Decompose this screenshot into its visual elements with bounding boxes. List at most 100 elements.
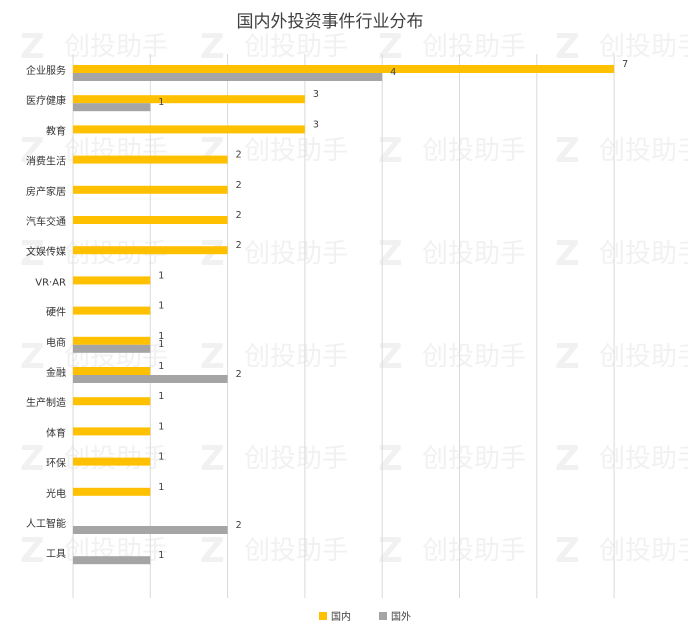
watermark-text: 创投助手 xyxy=(422,536,526,566)
watermark-text: 创投助手 xyxy=(422,239,526,269)
bar-domestic xyxy=(73,185,228,194)
bar-domestic xyxy=(73,246,228,255)
watermark-logo: Z xyxy=(20,439,45,479)
data-label: 1 xyxy=(158,361,164,372)
bar-domestic xyxy=(73,367,151,375)
watermark-logo: Z xyxy=(20,131,45,171)
legend-swatch-foreign xyxy=(379,612,387,620)
bar-domestic xyxy=(73,487,151,496)
watermark-logo: Z xyxy=(378,131,403,171)
watermark-logo: Z xyxy=(378,27,403,67)
bar-foreign xyxy=(73,556,151,565)
watermark-logo: Z xyxy=(555,531,580,571)
watermark-text: 创投助手 xyxy=(599,536,688,566)
watermark-logo: Z xyxy=(555,131,580,171)
chart-title: 国内外投资事件行业分布 xyxy=(237,12,424,32)
bar-domestic xyxy=(73,306,151,315)
data-label: 1 xyxy=(158,301,164,312)
bar-domestic xyxy=(73,155,228,164)
watermark-text: 创投助手 xyxy=(599,32,688,62)
data-label: 1 xyxy=(158,270,164,281)
watermark-text: 创投助手 xyxy=(422,444,526,474)
bar-domestic xyxy=(73,65,615,73)
bar-foreign xyxy=(73,103,151,112)
watermark-logo: Z xyxy=(20,337,45,377)
watermark-logo: Z xyxy=(200,531,225,571)
legend-label-foreign: 国外 xyxy=(391,611,411,623)
watermark-text: 创投助手 xyxy=(422,136,526,166)
watermark-text: 创投助手 xyxy=(244,32,348,62)
watermark-logo: Z xyxy=(20,531,45,571)
category-label: 体育 xyxy=(46,426,66,439)
category-label: VR·AR xyxy=(35,277,66,288)
watermark-logo: Z xyxy=(200,27,225,67)
category-label: 医疗健康 xyxy=(26,94,66,107)
watermark-logo: Z xyxy=(20,27,45,67)
category-label: 工具 xyxy=(46,548,66,560)
category-label: 文娱传媒 xyxy=(26,245,66,258)
legend-swatch-domestic xyxy=(319,612,327,620)
category-label: 硬件 xyxy=(46,307,66,319)
watermark-text: 创投助手 xyxy=(64,32,168,62)
bar-foreign xyxy=(73,73,383,81)
watermark-text: 创投助手 xyxy=(599,239,688,269)
category-label: 生产制造 xyxy=(26,396,66,409)
legend-label-domestic: 国内 xyxy=(331,610,351,623)
data-label: 4 xyxy=(390,67,396,78)
watermark-text: 创投助手 xyxy=(599,342,688,372)
watermark-logo: Z xyxy=(378,337,403,377)
data-label: 3 xyxy=(313,119,319,130)
watermark-logo: Z xyxy=(555,27,580,67)
watermark-text: 创投助手 xyxy=(422,342,526,372)
bar-domestic xyxy=(73,427,151,436)
data-label: 2 xyxy=(236,150,242,161)
data-label: 2 xyxy=(236,180,242,191)
bar-domestic xyxy=(73,95,305,104)
category-label: 光电 xyxy=(46,487,66,500)
watermark-text: 创投助手 xyxy=(244,342,348,372)
data-label: 2 xyxy=(236,520,242,531)
watermark-logo: Z xyxy=(200,439,225,479)
data-label: 1 xyxy=(158,421,164,432)
category-label: 人工智能 xyxy=(26,517,66,530)
category-label: 电商 xyxy=(46,336,66,349)
bar-foreign xyxy=(73,344,151,353)
category-label: 教育 xyxy=(46,124,66,137)
data-label: 1 xyxy=(158,482,164,493)
watermark-logo: Z xyxy=(200,337,225,377)
data-label: 1 xyxy=(158,331,164,342)
watermark-text: 创投助手 xyxy=(244,444,348,474)
watermark-logo: Z xyxy=(200,131,225,171)
bar-domestic xyxy=(73,125,305,134)
bar-domestic xyxy=(73,397,151,406)
data-label: 7 xyxy=(622,59,628,70)
watermark-layer: Z 创投助手 Z 创投助手 Z 创投助手 Z 创投助手 Z 创投助手 Z 创投助手 Z 创投助手 Z 创投助手… xyxy=(20,27,688,571)
category-label: 企业服务 xyxy=(26,64,66,77)
data-label: 1 xyxy=(158,339,164,350)
data-label: 2 xyxy=(236,369,242,380)
watermark-text: 创投助手 xyxy=(599,136,688,166)
watermark-logo: Z xyxy=(378,439,403,479)
category-label: 环保 xyxy=(46,457,66,470)
watermark-text: 创投助手 xyxy=(422,32,526,62)
data-label: 1 xyxy=(158,452,164,463)
watermark-text: 创投助手 xyxy=(244,536,348,566)
watermark-logo: Z xyxy=(555,439,580,479)
data-label: 1 xyxy=(158,550,164,561)
category-label: 房产家居 xyxy=(26,185,66,198)
data-label: 3 xyxy=(313,89,319,100)
watermark-logo: Z xyxy=(378,234,403,274)
data-label: 1 xyxy=(158,391,164,402)
category-label: 消费生活 xyxy=(26,155,66,168)
grid xyxy=(72,54,615,598)
category-label: 汽车交通 xyxy=(26,215,66,228)
category-label: 金融 xyxy=(46,366,66,379)
legend: 国内 国外 xyxy=(319,610,411,623)
bar-domestic xyxy=(73,276,151,285)
watermark-logo: Z xyxy=(555,337,580,377)
watermark-text: 创投助手 xyxy=(599,444,688,474)
data-label: 1 xyxy=(158,97,164,108)
